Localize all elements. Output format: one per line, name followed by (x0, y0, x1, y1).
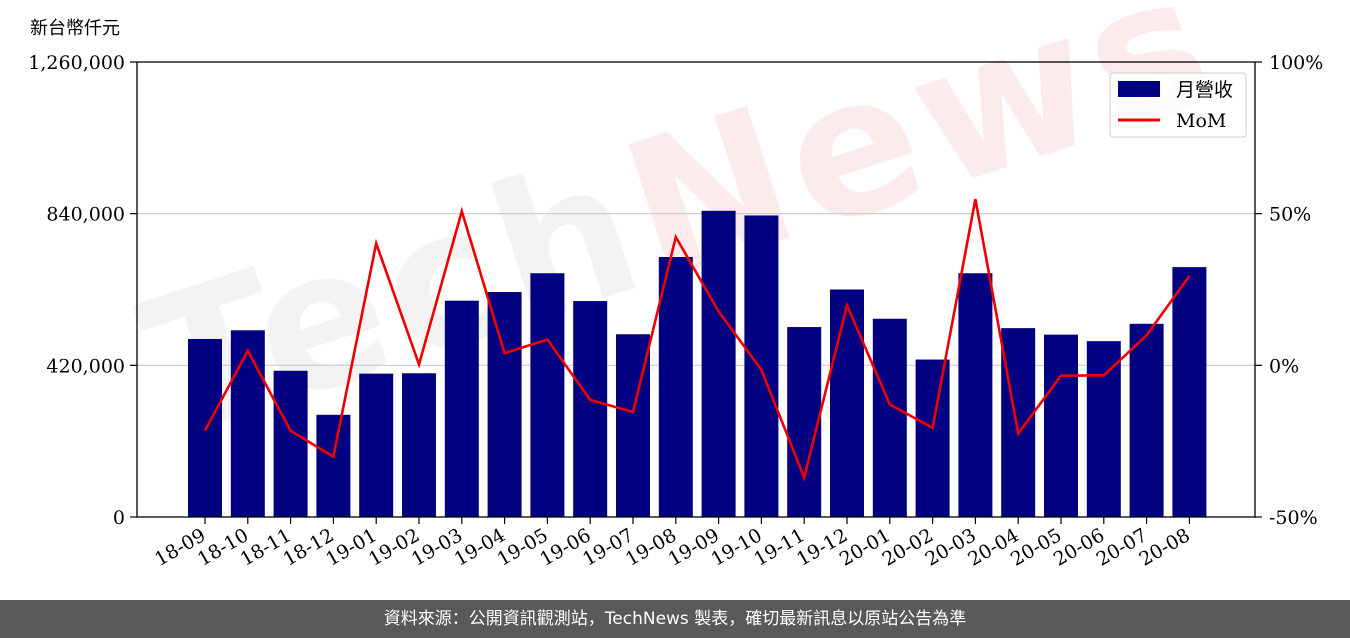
right-tick-label: 100% (1269, 52, 1323, 74)
bar-18-11 (273, 370, 308, 517)
bar-20-01 (872, 318, 907, 517)
footer-source-note: 資料來源：公開資訊觀測站，TechNews 製表，確切最新訊息以原站公告為準 (0, 600, 1350, 638)
bar-19-01 (359, 373, 394, 517)
right-axis: -50% 0% 50% 100% (1255, 52, 1323, 529)
bar-18-12 (316, 414, 351, 517)
legend-line-label: MoM (1176, 110, 1226, 132)
bar-18-10 (230, 330, 265, 517)
right-tick-label: -50% (1269, 507, 1318, 529)
mom-line (203, 198, 1191, 482)
bar-19-12 (830, 289, 864, 517)
bar-19-11 (787, 327, 822, 517)
bar-19-05 (530, 273, 565, 517)
left-axis: 0 420,000 840,000 1,260,000 (28, 52, 137, 529)
left-tick-label: 420,000 (46, 355, 125, 377)
bar-20-08 (1172, 267, 1207, 517)
bar-20-02 (915, 359, 950, 517)
bar-19-06 (573, 301, 608, 517)
bar-20-03 (958, 273, 993, 517)
right-tick-label: 50% (1269, 204, 1311, 226)
left-tick-label: 0 (113, 507, 125, 529)
bar-19-04 (487, 292, 522, 517)
bar-20-06 (1086, 341, 1121, 517)
legend-bar-label: 月營收 (1176, 79, 1233, 101)
bar-19-09 (701, 210, 736, 517)
revenue-chart: 0 420,000 840,000 1,260,000 -50% 0% 50% 100% 1… (28, 52, 1323, 571)
bar-20-07 (1129, 323, 1164, 517)
legend: 月營收 MoM (1109, 72, 1247, 138)
bar-20-04 (1001, 328, 1036, 517)
bar-19-10 (744, 215, 779, 517)
legend-bar-swatch (1118, 81, 1160, 97)
right-tick-label: 0% (1269, 355, 1299, 377)
plot-frame (136, 61, 1256, 518)
bar-19-03 (444, 300, 479, 517)
x-tick-label-20-08: 20-08 (1135, 524, 1193, 570)
bar-19-02 (402, 373, 436, 517)
left-tick-label: 840,000 (46, 204, 125, 226)
line-layer (203, 198, 1191, 482)
bar-19-08 (658, 257, 693, 517)
left-tick-label: 1,260,000 (28, 52, 125, 74)
x-axis: 18-0918-1018-1118-1219-0119-0219-0319-04… (151, 517, 1194, 571)
bars-layer (188, 210, 1207, 517)
unit-label: 新台幣仟元 (30, 18, 120, 39)
bar-20-05 (1044, 334, 1078, 517)
